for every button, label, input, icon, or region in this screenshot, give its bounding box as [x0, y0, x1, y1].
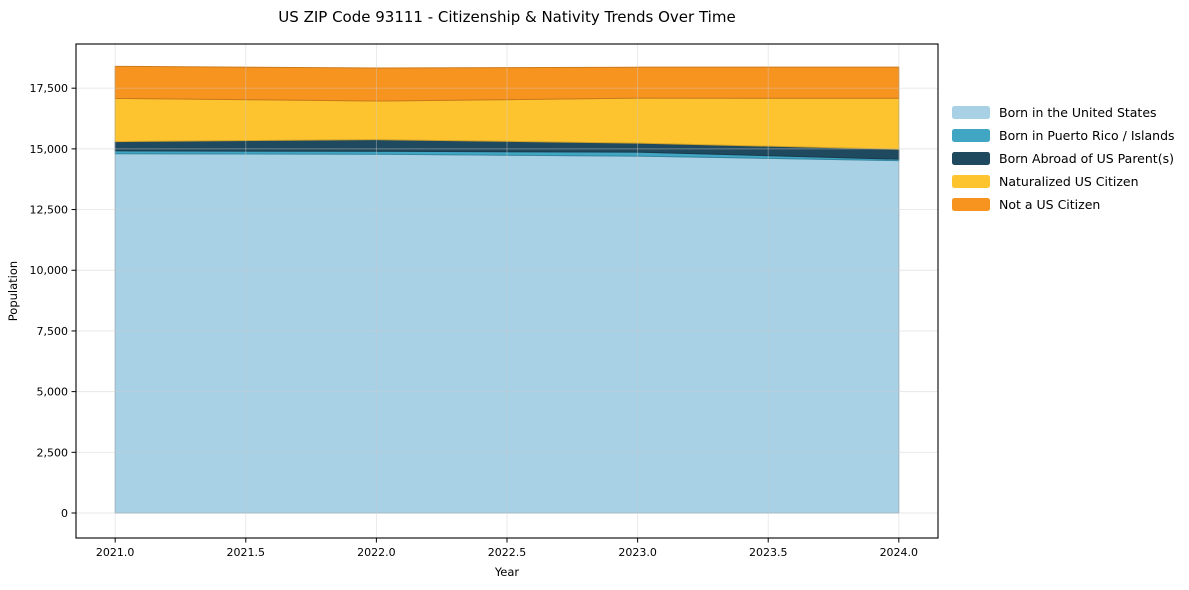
- legend-swatch: [952, 198, 990, 211]
- y-tick-label: 5,000: [37, 386, 69, 399]
- chart-title: US ZIP Code 93111 - Citizenship & Nativi…: [278, 8, 736, 26]
- legend-label: Not a US Citizen: [999, 197, 1101, 212]
- x-tick-label: 2022.0: [357, 546, 396, 559]
- y-tick-label: 2,500: [37, 446, 69, 459]
- legend-label: Born in Puerto Rico / Islands: [999, 128, 1175, 143]
- x-tick-label: 2024.0: [880, 546, 919, 559]
- x-tick-label: 2023.5: [749, 546, 788, 559]
- y-tick-label: 0: [61, 507, 68, 520]
- legend-item: Born in Puerto Rico / Islands: [952, 124, 1175, 147]
- x-tick-label: 2023.0: [618, 546, 657, 559]
- y-tick-label: 10,000: [30, 264, 69, 277]
- x-axis-label: Year: [494, 565, 520, 579]
- legend-label: Born in the United States: [999, 105, 1157, 120]
- legend-label: Naturalized US Citizen: [999, 174, 1139, 189]
- y-axis-label: Population: [6, 260, 20, 322]
- legend-item: Naturalized US Citizen: [952, 170, 1175, 193]
- legend-item: Born Abroad of US Parent(s): [952, 147, 1175, 170]
- x-tick-label: 2022.5: [488, 546, 527, 559]
- legend-swatch: [952, 152, 990, 165]
- x-tick-label: 2021.0: [96, 546, 135, 559]
- legend-item: Not a US Citizen: [952, 193, 1175, 216]
- legend-item: Born in the United States: [952, 101, 1175, 124]
- y-tick-label: 7,500: [37, 325, 69, 338]
- legend-swatch: [952, 175, 990, 188]
- y-tick-label: 15,000: [30, 143, 69, 156]
- y-tick-label: 17,500: [30, 82, 69, 95]
- area-series-4: [114, 65, 900, 102]
- x-tick-label: 2021.5: [227, 546, 266, 559]
- legend-swatch: [952, 106, 990, 119]
- legend: Born in the United States Born in Puerto …: [952, 101, 1175, 216]
- legend-label: Born Abroad of US Parent(s): [999, 151, 1174, 166]
- y-tick-label: 12,500: [30, 204, 69, 217]
- legend-swatch: [952, 129, 990, 142]
